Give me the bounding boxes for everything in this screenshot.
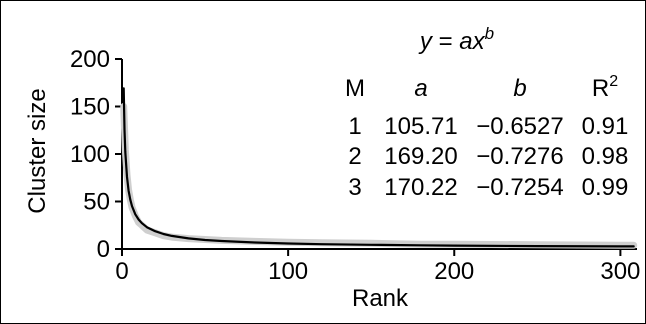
x-axis-label: Rank xyxy=(352,285,409,312)
table-cell-r-squared: 0.99 xyxy=(582,174,629,201)
formula-eq: = xyxy=(432,28,459,55)
x-tick-label: 300 xyxy=(600,258,640,285)
table-cell-model-number: 3 xyxy=(348,174,361,201)
table-cell-param-a: 169.20 xyxy=(384,143,457,170)
parameter-table-rows: 1 105.71 −0.6527 0.91 2 169.20 −0.7276 0.98 3 170… xyxy=(348,113,628,201)
table-header-r2: R2 xyxy=(592,73,618,102)
formula-exponent: b xyxy=(485,24,494,43)
r2-base: R xyxy=(592,75,609,102)
table-cell-param-b: −0.7254 xyxy=(476,174,563,201)
y-tick-label: 50 xyxy=(83,189,110,216)
table-cell-param-a: 170.22 xyxy=(384,174,457,201)
table-cell-param-a: 105.71 xyxy=(384,113,457,140)
y-tick-label: 100 xyxy=(70,141,110,168)
x-tick-label: 100 xyxy=(268,258,308,285)
y-ticks: 0 50 100 150 200 xyxy=(70,46,122,263)
x-tick-label: 0 xyxy=(115,258,128,285)
table-header-b: b xyxy=(513,75,526,102)
formula-y: y xyxy=(418,28,434,55)
table-cell-model-number: 2 xyxy=(348,143,361,170)
y-axis-label: Cluster size xyxy=(24,88,51,213)
y-tick-label: 200 xyxy=(70,46,110,73)
r2-superscript: 2 xyxy=(609,73,618,90)
y-tick-label: 150 xyxy=(70,94,110,121)
table-cell-param-b: −0.6527 xyxy=(476,113,563,140)
table-cell-model-number: 1 xyxy=(348,113,361,140)
table-header-m: M xyxy=(345,75,365,102)
formula-annotation: y = axb xyxy=(418,24,494,55)
x-tick-label: 200 xyxy=(434,258,474,285)
table-cell-param-b: −0.7276 xyxy=(476,143,563,170)
y-tick-label: 0 xyxy=(97,236,110,263)
formula-ax: ax xyxy=(459,28,485,55)
series-line-2 xyxy=(122,87,635,248)
table-header-a: a xyxy=(414,75,427,102)
series-layer xyxy=(120,87,638,249)
table-cell-r-squared: 0.98 xyxy=(582,143,629,170)
table-cell-r-squared: 0.91 xyxy=(582,113,629,140)
x-ticks: 0 100 200 300 xyxy=(115,249,640,285)
